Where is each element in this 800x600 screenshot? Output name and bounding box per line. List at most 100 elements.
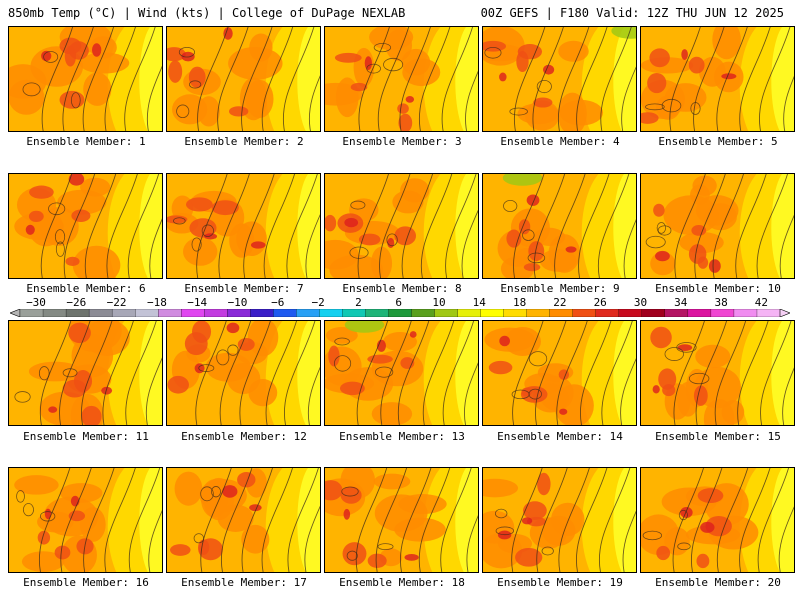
- colorbar-swatch: [572, 309, 597, 317]
- colorbar-swatch: [342, 309, 366, 317]
- ensemble-map-panel: [324, 173, 479, 279]
- temperature-field: [167, 321, 320, 425]
- ensemble-member-label: Ensemble Member: 5: [658, 135, 778, 148]
- colorbar-tick-label: 22: [553, 296, 567, 309]
- colorbar-swatch: [526, 309, 551, 317]
- temperature-field: [483, 468, 636, 572]
- ensemble-member-label: Ensemble Member: 8: [342, 282, 462, 295]
- colorbar-swatch: [641, 309, 666, 317]
- ensemble-map-panel: [640, 173, 795, 279]
- ensemble-map-panel: [166, 173, 321, 279]
- temperature-field: [325, 174, 478, 278]
- ensemble-map-panel: [482, 467, 637, 573]
- colorbar-swatch: [480, 309, 505, 317]
- temperature-field: [167, 174, 320, 278]
- colorbar-swatch: [296, 309, 320, 317]
- colorbar-tick-label: 38: [714, 296, 728, 309]
- ensemble-member-label: Ensemble Member: 20: [655, 576, 781, 589]
- colorbar-swatch: [135, 309, 159, 317]
- colorbar-swatch: [158, 309, 182, 317]
- colorbar-swatch: [181, 309, 205, 317]
- colorbar-swatch: [710, 309, 735, 317]
- colorbar-swatch: [664, 309, 689, 317]
- temperature-field: [483, 174, 636, 278]
- ensemble-map-panel: [640, 26, 795, 132]
- colorbar-swatch: [273, 309, 297, 317]
- colorbar-tick-label: −22: [106, 296, 127, 309]
- colorbar-swatch: [457, 309, 482, 317]
- colorbar-swatch: [687, 309, 712, 317]
- temperature-field: [325, 27, 478, 131]
- ensemble-map-panel: [8, 26, 163, 132]
- temperature-field: [641, 321, 794, 425]
- colorbar-swatch: [411, 309, 435, 317]
- colorbar-swatch: [733, 309, 758, 317]
- colorbar-swatch: [65, 309, 90, 317]
- colorbar-tick-label: −26: [66, 296, 87, 309]
- colorbar-tick-label: −6: [271, 296, 285, 309]
- colorbar-tick-label: −2: [311, 296, 325, 309]
- ensemble-map-panel: [166, 320, 321, 426]
- ensemble-member-label: Ensemble Member: 4: [500, 135, 620, 148]
- colorbar-tick-label: 42: [754, 296, 769, 309]
- temperature-field: [9, 321, 162, 425]
- ensemble-member-label: Ensemble Member: 17: [181, 576, 307, 589]
- ensemble-map-panel: [640, 467, 795, 573]
- colorbar-swatch: [434, 309, 459, 317]
- ensemble-map-panel: [8, 173, 163, 279]
- temperature-field: [641, 468, 794, 572]
- colorbar-tick-label: −30: [26, 296, 46, 309]
- colorbar-tick-label: 2: [355, 296, 362, 309]
- ensemble-member-label: Ensemble Member: 6: [26, 282, 146, 295]
- temperature-field: [167, 27, 320, 131]
- temperature-field: [167, 468, 320, 572]
- temperature-field: [483, 321, 636, 425]
- temperature-field: [483, 27, 636, 131]
- colorbar-swatch: [42, 309, 67, 317]
- run-valid-time: 00Z GEFS | F180 Valid: 12Z THU JUN 12 20…: [480, 6, 784, 20]
- ensemble-member-label: Ensemble Member: 12: [181, 430, 307, 443]
- colorbar-tick-label: 30: [633, 296, 648, 309]
- colorbar-swatch: [618, 309, 643, 317]
- colorbar-swatch: [227, 309, 251, 317]
- ensemble-member-label: Ensemble Member: 7: [184, 282, 304, 295]
- colorbar-tick-label: 26: [593, 296, 607, 309]
- ensemble-map-panel: [8, 320, 163, 426]
- ensemble-member-label: Ensemble Member: 19: [497, 576, 623, 589]
- colorbar-swatch: [250, 309, 274, 317]
- temperature-field: [9, 27, 162, 131]
- ensemble-member-label: Ensemble Member: 1: [26, 135, 146, 148]
- colorbar-tick-label: 18: [512, 296, 527, 309]
- temperature-colorbar: [10, 309, 790, 317]
- ensemble-map-panel: [324, 26, 479, 132]
- colorbar-tick-label: 14: [472, 296, 486, 309]
- ensemble-map-panel: [8, 467, 163, 573]
- temperature-field: [641, 27, 794, 131]
- temperature-field: [641, 174, 794, 278]
- ensemble-member-label: Ensemble Member: 16: [23, 576, 149, 589]
- colorbar-tick-label: 34: [674, 296, 688, 309]
- colorbar-swatch: [88, 309, 113, 317]
- colorbar-labels: −30 −26 −22 −18 −14 −10 −6 −2 2 6 10 14 18 22 26 30 34 38…: [0, 296, 800, 309]
- temperature-field: [9, 468, 162, 572]
- ensemble-member-label: Ensemble Member: 14: [497, 430, 623, 443]
- ensemble-member-label: Ensemble Member: 15: [655, 430, 781, 443]
- ensemble-map-panel: [482, 320, 637, 426]
- temperature-field: [325, 468, 478, 572]
- temperature-field: [9, 174, 162, 278]
- ensemble-member-label: Ensemble Member: 13: [339, 430, 465, 443]
- colorbar-swatch: [19, 309, 44, 317]
- map-title: 850mb Temp (°C) | Wind (kts) | College o…: [8, 6, 406, 20]
- ensemble-member-label: Ensemble Member: 2: [184, 135, 304, 148]
- colorbar-swatch: [388, 309, 412, 317]
- colorbar-swatch: [595, 309, 620, 317]
- colorbar-tick-label: −18: [146, 296, 167, 309]
- colorbar-tick-label: −10: [227, 296, 248, 309]
- temperature-field: [325, 321, 478, 425]
- ensemble-member-label: Ensemble Member: 9: [500, 282, 620, 295]
- ensemble-map-panel: [166, 26, 321, 132]
- colorbar-swatch: [549, 309, 574, 317]
- ensemble-member-label: Ensemble Member: 10: [655, 282, 781, 295]
- ensemble-map-panel: [482, 26, 637, 132]
- ensemble-member-label: Ensemble Member: 11: [23, 430, 149, 443]
